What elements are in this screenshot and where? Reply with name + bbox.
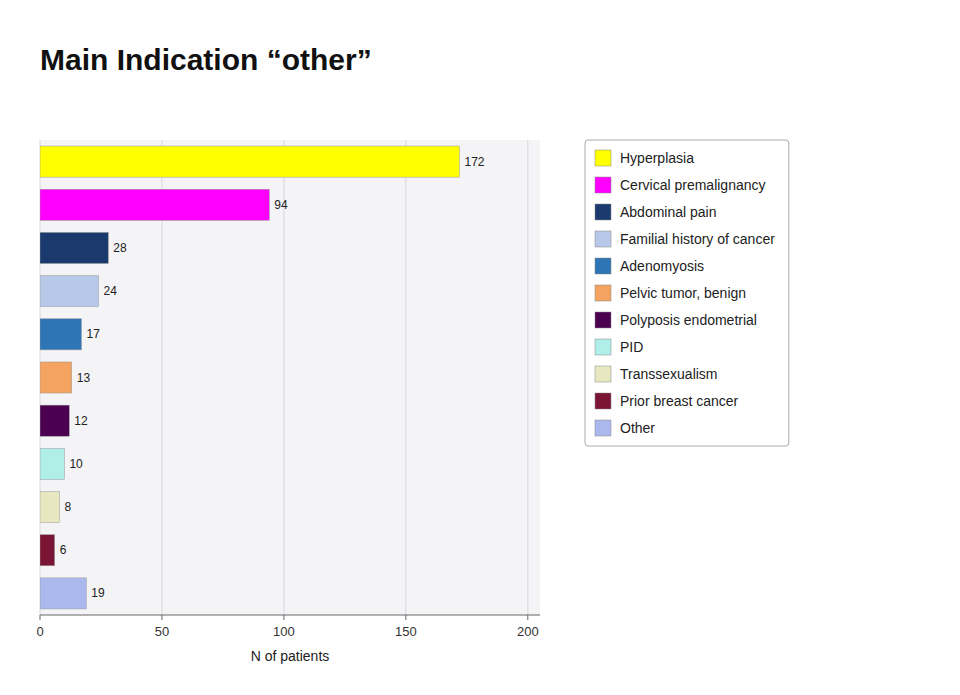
bar bbox=[40, 492, 60, 523]
data-label: 28 bbox=[113, 241, 127, 255]
data-label: 172 bbox=[465, 155, 485, 169]
plot-background bbox=[40, 140, 540, 615]
legend-swatch bbox=[595, 366, 611, 382]
legend: Hyperplasia Cervical premalignancy Abdomin… bbox=[585, 140, 789, 446]
legend-swatch bbox=[595, 285, 611, 301]
tick-mark bbox=[405, 615, 406, 620]
tick-label: 100 bbox=[273, 624, 295, 639]
legend-label: PID bbox=[620, 339, 643, 355]
data-label: 6 bbox=[60, 543, 67, 557]
legend-frame bbox=[585, 140, 789, 446]
legend-swatch bbox=[595, 420, 611, 436]
x-axis: 0 50 100 150 200 bbox=[36, 615, 538, 639]
tick-label: 50 bbox=[155, 624, 169, 639]
legend-label: Polyposis endometrial bbox=[620, 312, 757, 328]
tick-label: 150 bbox=[395, 624, 417, 639]
legend-swatch bbox=[595, 150, 611, 166]
chart-svg: Main Indication “other” 172 94 28 24 17 13 12 10… bbox=[0, 0, 960, 695]
legend-label: Prior breast cancer bbox=[620, 393, 739, 409]
data-label: 12 bbox=[74, 414, 88, 428]
bar bbox=[40, 319, 81, 350]
bar bbox=[40, 362, 72, 393]
bar bbox=[40, 578, 86, 609]
data-label: 19 bbox=[91, 586, 105, 600]
legend-label: Pelvic tumor, benign bbox=[620, 285, 746, 301]
legend-label: Hyperplasia bbox=[620, 150, 694, 166]
x-axis-label: N of patients bbox=[251, 648, 330, 664]
grid bbox=[40, 140, 528, 615]
bar bbox=[40, 189, 269, 220]
legend-swatch bbox=[595, 339, 611, 355]
chart-title: Main Indication “other” bbox=[40, 43, 372, 76]
chart-container: Main Indication “other” 172 94 28 24 17 13 12 10… bbox=[0, 0, 960, 695]
legend-label: Familial history of cancer bbox=[620, 231, 775, 247]
bar bbox=[40, 146, 460, 177]
grid-line bbox=[527, 140, 528, 615]
legend-swatch bbox=[595, 231, 611, 247]
tick-mark bbox=[527, 615, 528, 620]
legend-swatch bbox=[595, 204, 611, 220]
bar bbox=[40, 232, 108, 263]
bar bbox=[40, 448, 64, 479]
legend-label: Transsexualism bbox=[620, 366, 718, 382]
tick-mark bbox=[40, 615, 41, 620]
grid-line bbox=[405, 140, 406, 615]
data-label: 94 bbox=[274, 198, 288, 212]
legend-label: Cervical premalignancy bbox=[620, 177, 766, 193]
bars bbox=[40, 146, 460, 609]
legend-label: Adenomyosis bbox=[620, 258, 704, 274]
tick-mark bbox=[283, 615, 284, 620]
legend-swatch bbox=[595, 312, 611, 328]
data-label: 10 bbox=[69, 457, 83, 471]
legend-label: Abdominal pain bbox=[620, 204, 717, 220]
legend-label: Other bbox=[620, 420, 655, 436]
tick-label: 200 bbox=[517, 624, 539, 639]
tick-label: 0 bbox=[36, 624, 43, 639]
legend-swatch bbox=[595, 258, 611, 274]
data-label: 13 bbox=[77, 371, 91, 385]
bar bbox=[40, 276, 99, 307]
legend-swatch bbox=[595, 393, 611, 409]
data-label: 8 bbox=[65, 500, 72, 514]
x-axis-line bbox=[40, 615, 540, 616]
data-labels: 172 94 28 24 17 13 12 10 8 6 19 bbox=[60, 155, 485, 601]
data-label: 17 bbox=[86, 327, 100, 341]
tick-mark bbox=[161, 615, 162, 620]
legend-swatch bbox=[595, 177, 611, 193]
bar bbox=[40, 405, 69, 436]
data-label: 24 bbox=[104, 284, 118, 298]
bar bbox=[40, 535, 55, 566]
